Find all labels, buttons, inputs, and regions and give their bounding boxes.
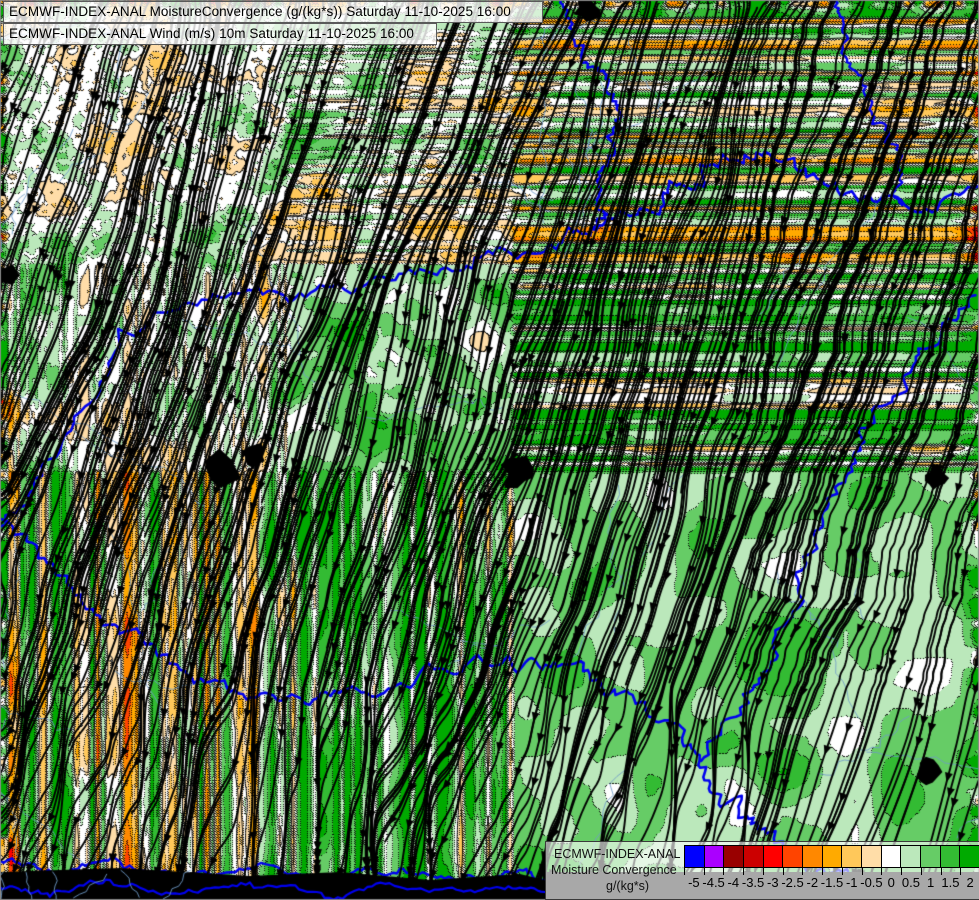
legend-panel: ECMWF-INDEX-ANAL Moisture Convergence g/…	[545, 841, 979, 900]
legend-swatch-1	[704, 846, 725, 867]
legend-tick-8	[841, 868, 843, 875]
legend-tick-label-4: -3	[767, 875, 779, 890]
legend-tick-label-3: -3.5	[741, 875, 765, 890]
legend-tick-11	[901, 868, 903, 875]
legend-tick-14	[960, 868, 962, 875]
legend-tick-10	[881, 868, 883, 875]
legend-colorbar-ticks	[684, 868, 979, 875]
legend-swatch-5	[783, 846, 804, 867]
legend-swatch-4	[763, 846, 784, 867]
legend-swatch-8	[842, 846, 863, 867]
legend-tick-label-2: -4	[727, 875, 740, 890]
legend-tick-1	[703, 868, 705, 875]
legend-swatch-10	[881, 846, 902, 867]
legend-tick-13	[940, 868, 942, 875]
legend-tick-6	[802, 868, 804, 875]
legend-tick-label-14: 2	[966, 875, 974, 890]
legend-swatch-2	[724, 846, 745, 867]
legend-tick-5	[782, 868, 784, 875]
legend-tick-label-8: -1	[845, 875, 858, 890]
legend-tick-7	[822, 868, 824, 875]
legend-tick-4	[762, 868, 764, 875]
legend-tick-9	[861, 868, 863, 875]
legend-swatch-9	[862, 846, 882, 867]
legend-tick-label-9: -0.5	[860, 875, 883, 890]
legend-colorbar	[684, 845, 979, 868]
legend-tick-label-5: -2.5	[781, 875, 804, 890]
legend-swatch-13	[940, 846, 961, 867]
legend-tick-label-0: -5	[688, 875, 700, 890]
legend-colorbar-labels: -5 -4.5 -4 -3.5 -3 -2.5 -2 -1.5 -1 -0.5 0 0.5 1 1.5 2	[684, 875, 979, 897]
legend-swatch-11	[901, 846, 922, 867]
legend-tick-0	[684, 868, 685, 875]
legend-tick-label-6: -2	[806, 875, 819, 890]
header-label-wind: ECMWF-INDEX-ANAL Wind (m/s) 10m Saturday…	[3, 23, 437, 45]
legend-swatch-0	[685, 846, 705, 867]
legend-tick-label-10: 0	[887, 875, 895, 890]
legend-swatch-6	[803, 846, 823, 867]
legend-model-name: ECMWF-INDEX-ANAL	[554, 847, 681, 861]
legend-lower-background	[546, 872, 979, 899]
legend-variable-name: Moisture Convergence	[551, 863, 677, 877]
legend-swatch-12	[921, 846, 941, 867]
header-label-moisture-convergence: ECMWF-INDEX-ANAL MoistureConvergence (g/…	[3, 1, 543, 23]
legend-tick-label-13: 1.5	[941, 875, 960, 890]
legend-swatch-7	[822, 846, 843, 867]
legend-units: g/(kg*s)	[606, 879, 650, 893]
legend-tick-3	[743, 868, 745, 875]
legend-tick-12	[920, 868, 922, 875]
legend-tick-label-11: 0.5	[901, 875, 920, 890]
legend-swatch-14	[960, 846, 979, 867]
legend-tick-2	[723, 868, 725, 875]
legend-swatch-3	[744, 846, 764, 867]
legend-tick-label-12: 1	[927, 875, 935, 890]
legend-tick-label-1: -4.5	[702, 875, 725, 890]
legend-tick-label-7: -1.5	[820, 875, 844, 890]
